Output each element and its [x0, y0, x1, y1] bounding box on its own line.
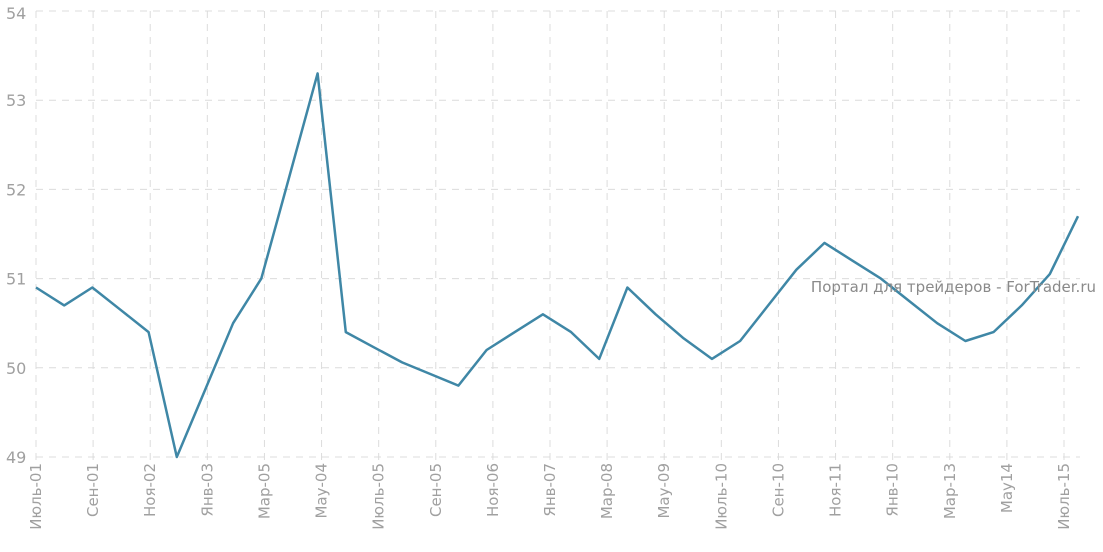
y-tick-label: 54 [6, 4, 26, 23]
x-tick-label: Июль-01 [27, 463, 45, 530]
y-tick-label: 51 [6, 270, 26, 289]
x-tick-label: Мау-09 [655, 463, 673, 519]
x-tick-label: Янв-07 [541, 463, 559, 517]
x-axis-ticks: Июль-01 Сен-01 Ноя-02 Янв-03 Мар-05 Мау-04 Июл… [27, 463, 1073, 530]
y-tick-label: 50 [6, 359, 26, 378]
x-tick-label: Сен-05 [427, 463, 445, 517]
x-tick-label: Сен-10 [769, 463, 787, 517]
x-tick-label: Мау-04 [313, 463, 331, 519]
y-tick-label: 53 [6, 91, 26, 110]
x-tick-label: Ноя-06 [484, 463, 502, 517]
x-tick-label: Сен-01 [84, 463, 102, 517]
x-tick-label: Янв-10 [884, 463, 902, 517]
x-tick-label: Июль-05 [370, 463, 388, 530]
x-tick-label: Июль-10 [712, 463, 730, 530]
y-axis-ticks: 49 50 51 52 53 54 [6, 4, 26, 467]
x-tick-label: Мар-08 [598, 463, 616, 519]
x-tick-label: Янв-03 [198, 463, 216, 517]
grid-lines [35, 10, 1080, 460]
series-line [35, 72, 1080, 459]
y-tick-label: 52 [6, 180, 26, 199]
x-tick-label: Ноя-02 [141, 463, 159, 517]
x-tick-label: Ноя-11 [827, 463, 845, 517]
y-tick-label: 49 [6, 448, 26, 467]
x-tick-label: Мар-05 [255, 463, 273, 519]
watermark-text: Портал для трейдеров - ForTrader.ru [811, 278, 1096, 296]
x-tick-label: Мар-13 [941, 463, 959, 519]
x-tick-label: Мау14 [998, 463, 1016, 513]
x-tick-label: Июль-15 [1055, 463, 1073, 530]
